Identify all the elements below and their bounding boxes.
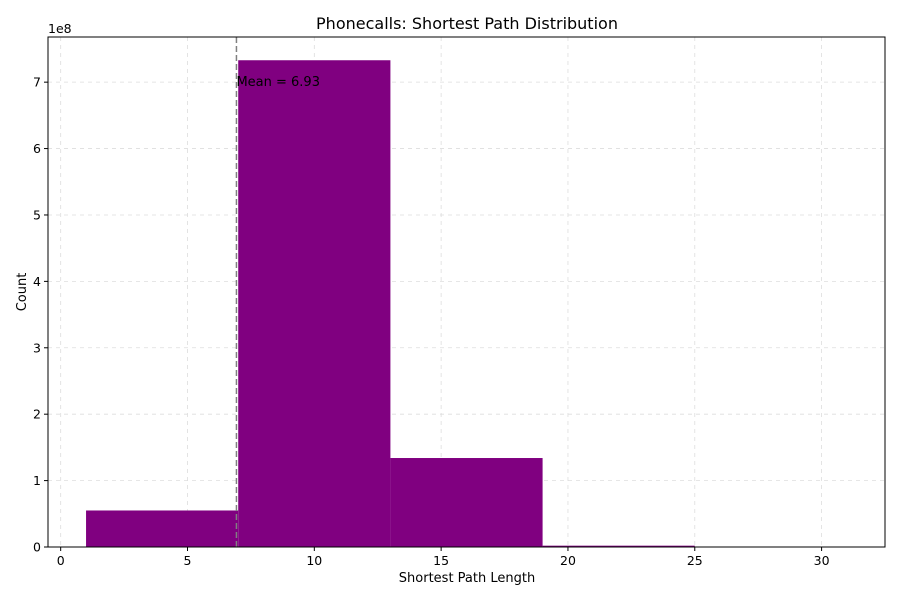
x-tick-label: 0 [57, 553, 65, 568]
chart-title: Phonecalls: Shortest Path Distribution [316, 14, 618, 33]
y-tick-label: 3 [33, 340, 41, 355]
plot-frame [47, 36, 886, 548]
x-axis-ticks: 0 5 10 15 20 25 30 [57, 547, 830, 568]
mean-line-group: Mean = 6.93 [235, 37, 320, 547]
y-tick-label: 5 [33, 207, 41, 222]
x-tick-label: 25 [687, 553, 703, 568]
histogram-bar [390, 458, 543, 547]
y-tick-label: 7 [33, 75, 41, 90]
x-tick-label: 15 [433, 553, 449, 568]
histogram-bars [86, 60, 695, 547]
mean-annotation: Mean = 6.93 [236, 75, 320, 90]
y-axis-label: Count [15, 273, 30, 312]
y-tick-label: 6 [33, 141, 41, 156]
x-tick-label: 20 [560, 553, 576, 568]
x-tick-label: 10 [306, 553, 322, 568]
y-tick-label: 1 [33, 473, 41, 488]
y-tick-label: 0 [33, 540, 41, 555]
histogram-bar [86, 510, 239, 547]
x-tick-label: 30 [814, 553, 830, 568]
y-scale-offset-label: 1e8 [48, 21, 72, 36]
x-tick-label: 5 [184, 553, 192, 568]
y-tick-label: 2 [33, 407, 41, 422]
histogram-bar [542, 545, 695, 547]
y-tick-label: 4 [33, 274, 41, 289]
y-axis-ticks: 0 1 2 3 4 5 6 7 [33, 75, 48, 555]
x-axis-label: Shortest Path Length [399, 571, 535, 586]
histogram-bar [238, 60, 391, 547]
